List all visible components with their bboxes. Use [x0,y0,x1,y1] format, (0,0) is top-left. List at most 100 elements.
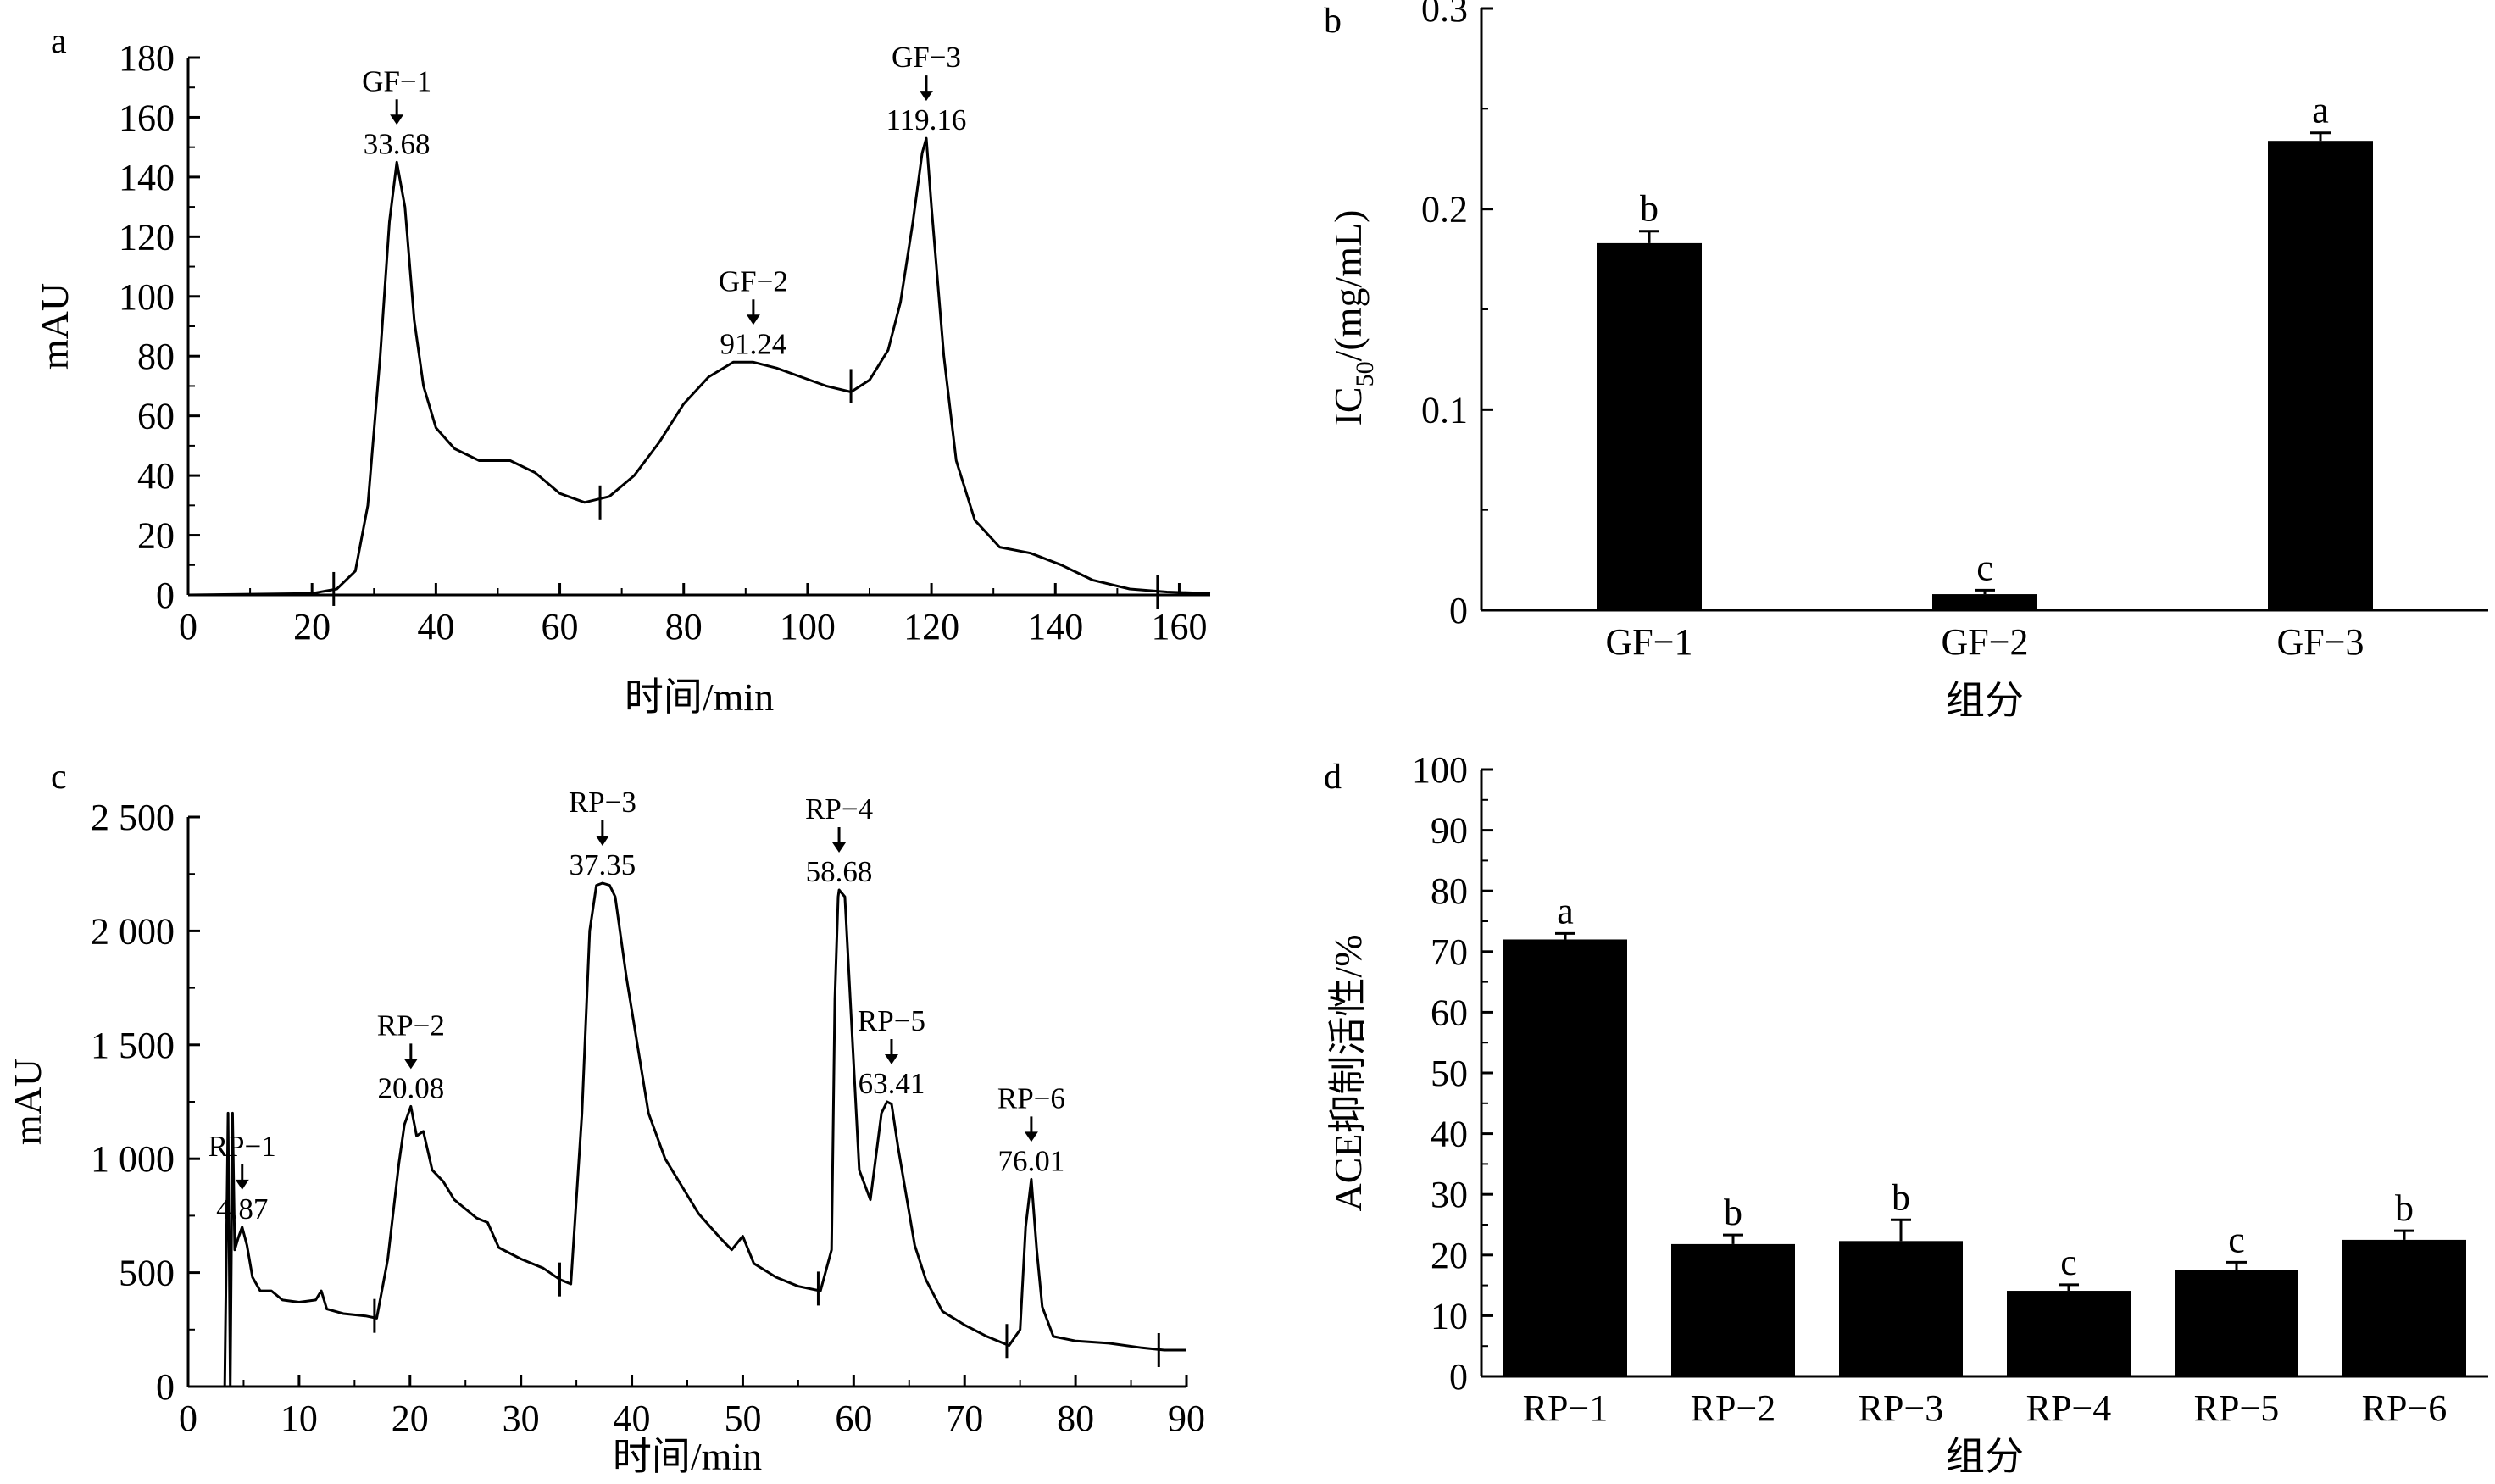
x-tick-label: 100 [780,606,836,648]
significance-letter: c [2228,1219,2245,1260]
x-tick-label: 60 [542,606,579,648]
peak-arrow-head [403,1059,418,1070]
x-tick-label: 30 [503,1398,540,1439]
x-tick-label: 40 [614,1398,651,1439]
bar [2175,1270,2298,1376]
x-tick-label: 40 [417,606,454,648]
peak-arrow-head [832,842,847,853]
peak-name-label: RP−4 [805,792,873,825]
x-axis-label: 时间/min [625,675,774,719]
x-tick-label: 20 [392,1398,429,1439]
significance-letter: a [1557,890,1574,931]
y-tick-label: 120 [119,216,175,258]
y-tick-label: 500 [119,1253,175,1294]
y-tick-label: 20 [1431,1235,1468,1276]
peak-name-label: RP−2 [377,1009,445,1042]
category-label: RP−5 [2194,1387,2280,1429]
panel-c: c 0 10 20 30 40 50 60 70 80 90 0 500 1 000 1 500 2 000 2… [6,758,1205,1478]
y-axis-label: IC50/(mg/mL) [1326,210,1379,426]
y-tick-label: 160 [119,97,175,138]
x-tick-label: 0 [179,606,197,648]
category-label: RP−1 [1523,1387,1609,1429]
x-tick-label: 160 [1151,606,1207,648]
category-label: GF−2 [1941,621,2028,663]
y-axis-label-sub: 50 [1351,361,1379,386]
significance-letter: b [1892,1176,1910,1218]
chromatogram-line [188,881,1186,1388]
x-axis-label: 组分 [1946,679,2024,722]
y-tick-label: 40 [137,455,175,497]
category-label: GF−1 [1605,621,1692,663]
y-tick-label: 80 [137,336,175,377]
y-tick-label: 0 [1449,1356,1468,1398]
y-axis-label-main: IC [1326,386,1370,425]
panel-a: a 0 20 40 60 80 100 120 140 160 0 20 40 60 80 100 120 140… [33,22,1211,719]
peak-time-label: 33.68 [364,127,431,160]
x-tick-label: 80 [1057,1398,1094,1439]
y-tick-label: 1 500 [91,1025,175,1066]
x-tick-label: 140 [1027,606,1083,648]
y-tick-label: 180 [119,37,175,79]
significance-letter: b [2395,1187,2414,1229]
y-axis-label-unit: /(mg/mL) [1326,210,1370,362]
y-tick-label: 10 [1431,1295,1468,1337]
peak-time-label: 119.16 [886,103,966,136]
x-tick-label: 70 [946,1398,983,1439]
x-tick-label: 90 [1168,1398,1205,1439]
category-label: GF−3 [2276,621,2364,663]
x-tick-label: 80 [665,606,703,648]
y-tick-label: 2 500 [91,797,175,838]
y-tick-label: 60 [137,396,175,437]
panel-letter: b [1324,2,1342,41]
y-tick-label: 0.2 [1421,189,1468,231]
y-tick-label: 20 [137,515,175,557]
peak-time-label: 76.01 [998,1144,1065,1177]
panel-letter: d [1324,758,1342,797]
y-tick-label: 90 [1431,810,1468,852]
peak-arrow-head [746,314,760,325]
y-tick-label: 0.3 [1421,0,1468,30]
x-tick-label: 0 [179,1398,197,1439]
chromatogram-line [187,136,1211,597]
panel-letter: c [51,758,67,797]
x-tick-label: 120 [903,606,959,648]
peak-name-label: GF−3 [892,41,961,74]
y-tick-label: 140 [119,157,175,198]
y-tick-label: 30 [1431,1174,1468,1215]
y-tick-label: 0 [156,1366,175,1408]
peak-name-label: RP−6 [997,1081,1065,1114]
bar [1597,242,1702,610]
x-tick-label: 20 [293,606,331,648]
category-label: RP−6 [2362,1387,2448,1429]
peak-name-label: GF−2 [719,264,788,297]
peak-name-label: GF−1 [362,64,431,97]
x-axis-label: 时间/min [613,1435,762,1478]
bar [2268,141,2373,610]
y-tick-label: 50 [1431,1053,1468,1094]
y-axis-label: mAU [33,283,76,370]
y-tick-label: 40 [1431,1114,1468,1155]
significance-letter: a [2312,90,2329,131]
peak-arrow-head [390,114,404,125]
peak-time-label: 58.68 [806,855,873,888]
peak-time-label: 20.08 [377,1071,444,1104]
peak-time-label: 37.35 [569,848,636,881]
bar [1671,1243,1795,1376]
y-axis-label: mAU [6,1059,49,1145]
category-label: RP−2 [1691,1387,1776,1429]
y-tick-label: 60 [1431,992,1468,1033]
y-tick-label: 1 000 [91,1138,175,1180]
peak-arrow-head [884,1054,898,1064]
peak-time-label: 91.24 [720,327,787,360]
significance-letter: c [1976,547,1993,588]
bar [1839,1241,1963,1376]
panel-b: b 0 0.1 0.2 0.3 b GF−1 c GF−2 a GF−3 组分 [1324,0,2488,722]
panel-d: d 0 10 20 30 40 50 60 70 80 90 100 a RP−1 b RP−2 b RP−3 c R… [1324,749,2488,1478]
x-tick-label: 50 [724,1398,761,1439]
peak-name-label: RP−3 [569,786,636,819]
y-tick-label: 0 [1449,590,1468,631]
peak-arrow-head [235,1179,249,1190]
y-tick-label: 100 [119,276,175,318]
peak-name-label: RP−1 [208,1130,276,1163]
